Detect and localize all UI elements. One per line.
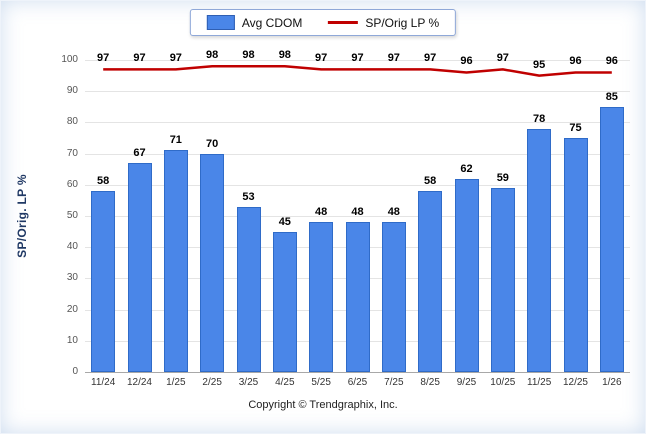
bar	[454, 178, 479, 372]
legend-label-avg-cdom: Avg CDOM	[241, 15, 303, 30]
bar-value-label: 75	[569, 122, 582, 134]
x-axis-tick: 10/25	[490, 377, 516, 388]
line-value-label: 96	[460, 55, 473, 68]
x-axis: 11/24 12/24 1/25 2/25 3/25 4/25 5/25 6/25 7/25 8/…	[85, 377, 630, 391]
x-axis-tick: 2/25	[202, 377, 222, 388]
bar	[236, 206, 261, 372]
line-value-label: 98	[242, 49, 255, 62]
line-value-label: 98	[206, 49, 219, 62]
gridline	[85, 122, 630, 124]
y-axis-tick: 20	[66, 303, 78, 315]
x-axis-tick: 11/24	[91, 377, 116, 388]
gridline	[85, 60, 630, 61]
gridline	[85, 91, 630, 93]
y-axis-tick: 70	[66, 147, 78, 159]
bar-swatch-icon	[206, 15, 235, 30]
y-axis-tick: 80	[66, 116, 78, 128]
y-axis-tick: 100	[61, 54, 78, 65]
y-axis: 0 10 20 30 40 50 60 70 80 90 100	[38, 54, 78, 377]
bar-value-label: 48	[315, 206, 328, 219]
line-value-label: 95	[533, 58, 546, 71]
bar	[309, 222, 334, 372]
x-axis-tick: 8/25	[420, 377, 440, 388]
sp-orig-lp-line	[103, 64, 612, 77]
bar	[490, 187, 515, 372]
line-value-label: 97	[97, 52, 110, 65]
bar	[418, 191, 443, 372]
y-axis-tick: 50	[66, 210, 78, 221]
legend-item-sp-orig-lp: SP/Orig LP %	[328, 16, 439, 30]
x-axis-tick: 1/26	[602, 377, 622, 388]
bar	[200, 153, 225, 372]
legend: Avg CDOM SP/Orig LP %	[189, 9, 457, 36]
line-value-label: 97	[424, 52, 437, 65]
line-value-label: 97	[496, 52, 509, 65]
bar	[91, 191, 116, 372]
x-axis-tick: 7/25	[384, 377, 404, 388]
copyright-text: Copyright © Trendgraphix, Inc.	[248, 399, 398, 411]
x-axis-tick: 6/25	[347, 377, 368, 388]
bar-value-label: 53	[242, 190, 255, 203]
bar-value-label: 45	[278, 215, 291, 228]
bar-value-label: 59	[496, 171, 509, 184]
line-value-label: 98	[278, 49, 291, 62]
line-value-label: 97	[315, 52, 328, 65]
bar-value-label: 58	[424, 175, 437, 188]
line-swatch-icon	[328, 21, 359, 24]
x-axis-tick: 3/25	[238, 377, 259, 388]
line-value-label: 97	[351, 52, 364, 65]
y-axis-tick: 30	[66, 272, 78, 284]
x-axis-tick: 12/25	[562, 377, 588, 388]
bar-value-label: 48	[387, 206, 400, 219]
bar	[527, 128, 552, 372]
bar	[345, 222, 370, 372]
y-axis-tick: 60	[66, 178, 78, 190]
legend-label-sp-orig-lp: SP/Orig LP %	[365, 15, 440, 30]
x-axis-tick: 5/25	[311, 377, 331, 388]
bar-value-label: 67	[133, 146, 146, 159]
legend-item-avg-cdom: Avg CDOM	[206, 15, 303, 30]
bar-value-label: 85	[605, 90, 618, 103]
gridline	[85, 372, 630, 373]
bar-value-label: 48	[351, 206, 364, 219]
y-axis-tick: 40	[66, 241, 78, 253]
bar-value-label: 58	[97, 175, 110, 188]
line-value-label: 96	[605, 55, 618, 68]
bar	[127, 162, 152, 372]
x-axis-tick: 11/25	[527, 377, 552, 388]
x-axis-tick: 4/25	[275, 377, 295, 388]
bar-value-label: 62	[460, 162, 473, 175]
x-axis-tick: 12/24	[126, 377, 152, 388]
x-axis-tick: 1/25	[166, 377, 186, 388]
bar	[272, 231, 297, 372]
bar	[381, 222, 406, 372]
x-axis-tick: 9/25	[456, 377, 477, 388]
line-value-label: 97	[133, 52, 146, 65]
line-value-label: 96	[569, 55, 582, 68]
bar	[599, 106, 624, 372]
line-value-label: 97	[387, 52, 400, 65]
gridline	[85, 184, 630, 186]
plot-area: 58 67 71 70 53 45 48 48 48 58 62 59 78 75 85 97 97 97 98 98…	[85, 49, 630, 373]
bar-value-label: 78	[533, 112, 546, 125]
y-axis-tick: 10	[66, 334, 78, 346]
y-axis-title: SP/Orig. LP %	[15, 174, 29, 258]
gridline	[85, 153, 630, 155]
bar	[163, 150, 188, 372]
line-value-label: 97	[169, 52, 182, 65]
y-axis-tick: 0	[72, 366, 78, 377]
y-axis-tick: 90	[66, 85, 78, 97]
bar	[563, 138, 588, 372]
gridline	[85, 216, 630, 217]
bar-value-label: 71	[169, 134, 182, 147]
bar-value-label: 70	[206, 137, 219, 150]
